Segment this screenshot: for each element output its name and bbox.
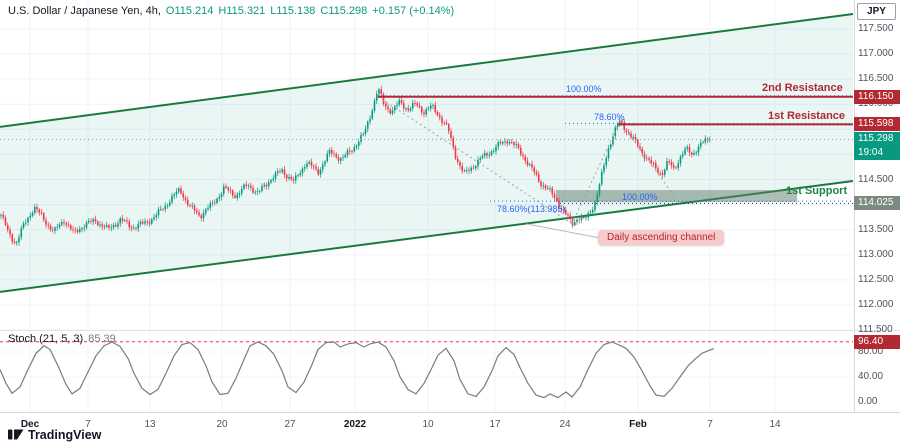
fib-100-top-label: 100.00% (566, 84, 602, 94)
price-axis-tick: 112.500 (858, 273, 894, 285)
time-axis-label: 2022 (343, 419, 367, 430)
price-axis-tick: 113.000 (858, 248, 894, 260)
support-zone (556, 190, 797, 203)
price-axis-tick: 112.000 (858, 298, 894, 310)
ohlc-open: O115.214 (165, 5, 214, 17)
price-badge: 96.40 (854, 334, 900, 349)
symbol-title: U.S. Dollar / Japanese Yen, 4h, (8, 5, 161, 17)
price-axis-tick: 116.500 (858, 73, 894, 85)
time-axis-label: Feb (629, 419, 647, 430)
channel-annotation-tooltip[interactable]: Daily ascending channel (598, 230, 725, 245)
support-1-label: 1st Support (786, 185, 848, 197)
resistance-2-label: 2nd Resistance (762, 82, 843, 94)
price-badge: 114.025 (854, 196, 900, 211)
currency-toggle-button[interactable]: JPY (857, 3, 896, 20)
fib-786-top-label: 78.60% (594, 112, 625, 122)
price-badge: 115.298 (854, 132, 900, 147)
price-badge: 116.150 (854, 89, 900, 104)
time-axis-label: 7 (85, 419, 91, 430)
time-axis-label: 13 (144, 419, 156, 430)
candlesticks (0, 85, 711, 246)
ohlc-high: H115.321 (218, 5, 266, 17)
channel-upper-line (0, 12, 854, 128)
price-axis-tick: 114.500 (858, 173, 894, 185)
ohlc-low: L115.138 (270, 5, 316, 17)
stoch-axis-tick: 0.00 (858, 396, 878, 407)
stoch-title: Stoch (21, 5, 3) (8, 333, 84, 345)
resistance-1-label: 1st Resistance (768, 110, 846, 122)
price-axis-tick: 116.000 (858, 98, 894, 110)
tradingview-logo[interactable]: TradingView (8, 427, 101, 442)
time-axis-label: 14 (769, 419, 781, 430)
tooltip-pointer-line (526, 223, 601, 239)
stoch-line (0, 341, 715, 399)
stoch-axis-tick: 40.00 (858, 371, 884, 382)
time-axis-label: Dec (20, 419, 40, 430)
time-axis-label: 17 (489, 419, 501, 430)
time-axis-label: 10 (422, 419, 434, 430)
stoch-legend[interactable]: Stoch (21, 5, 3) 85.39 (8, 333, 116, 345)
fib-guide-line (377, 96, 573, 225)
price-badge: 19:04 (854, 146, 900, 161)
tradingview-icon (8, 429, 24, 440)
fib-786-low-label: 78.60%(113.985) (497, 204, 566, 214)
price-axis-tick: 111.500 (858, 324, 893, 336)
ohlc-close: C115.298 (320, 5, 368, 17)
fib-guide-line (619, 121, 677, 199)
price-axis-tick: 117.000 (858, 48, 894, 60)
ascending-channel (0, 12, 854, 293)
stoch-value: 85.39 (88, 333, 116, 345)
time-axis-label: 20 (216, 419, 228, 430)
price-axis-tick: 117.500 (858, 23, 894, 34)
tradingview-wordmark: TradingView (28, 427, 102, 442)
ohlc-change: +0.157 (+0.14%) (372, 5, 455, 17)
fib-100-low-label: 100.00% (622, 192, 658, 202)
fib-guide-line (571, 121, 621, 224)
stoch-axis-tick: 80.00 (858, 346, 884, 357)
time-axis-label: 7 (707, 419, 713, 430)
price-axis[interactable]: 117.500 117.000 116.500 116.000 114.500 113.5… (854, 0, 900, 413)
time-axis[interactable]: Dec 7 13 20 27 2022 10 17 24 Feb 7 14 (0, 413, 900, 447)
time-axis-label: 24 (559, 419, 571, 430)
price-axis-tick: 113.500 (858, 223, 894, 235)
time-axis-label: 27 (284, 419, 296, 430)
symbol-legend[interactable]: U.S. Dollar / Japanese Yen, 4h, O115.214 H… (8, 5, 454, 17)
price-badge: 115.598 (854, 117, 900, 132)
